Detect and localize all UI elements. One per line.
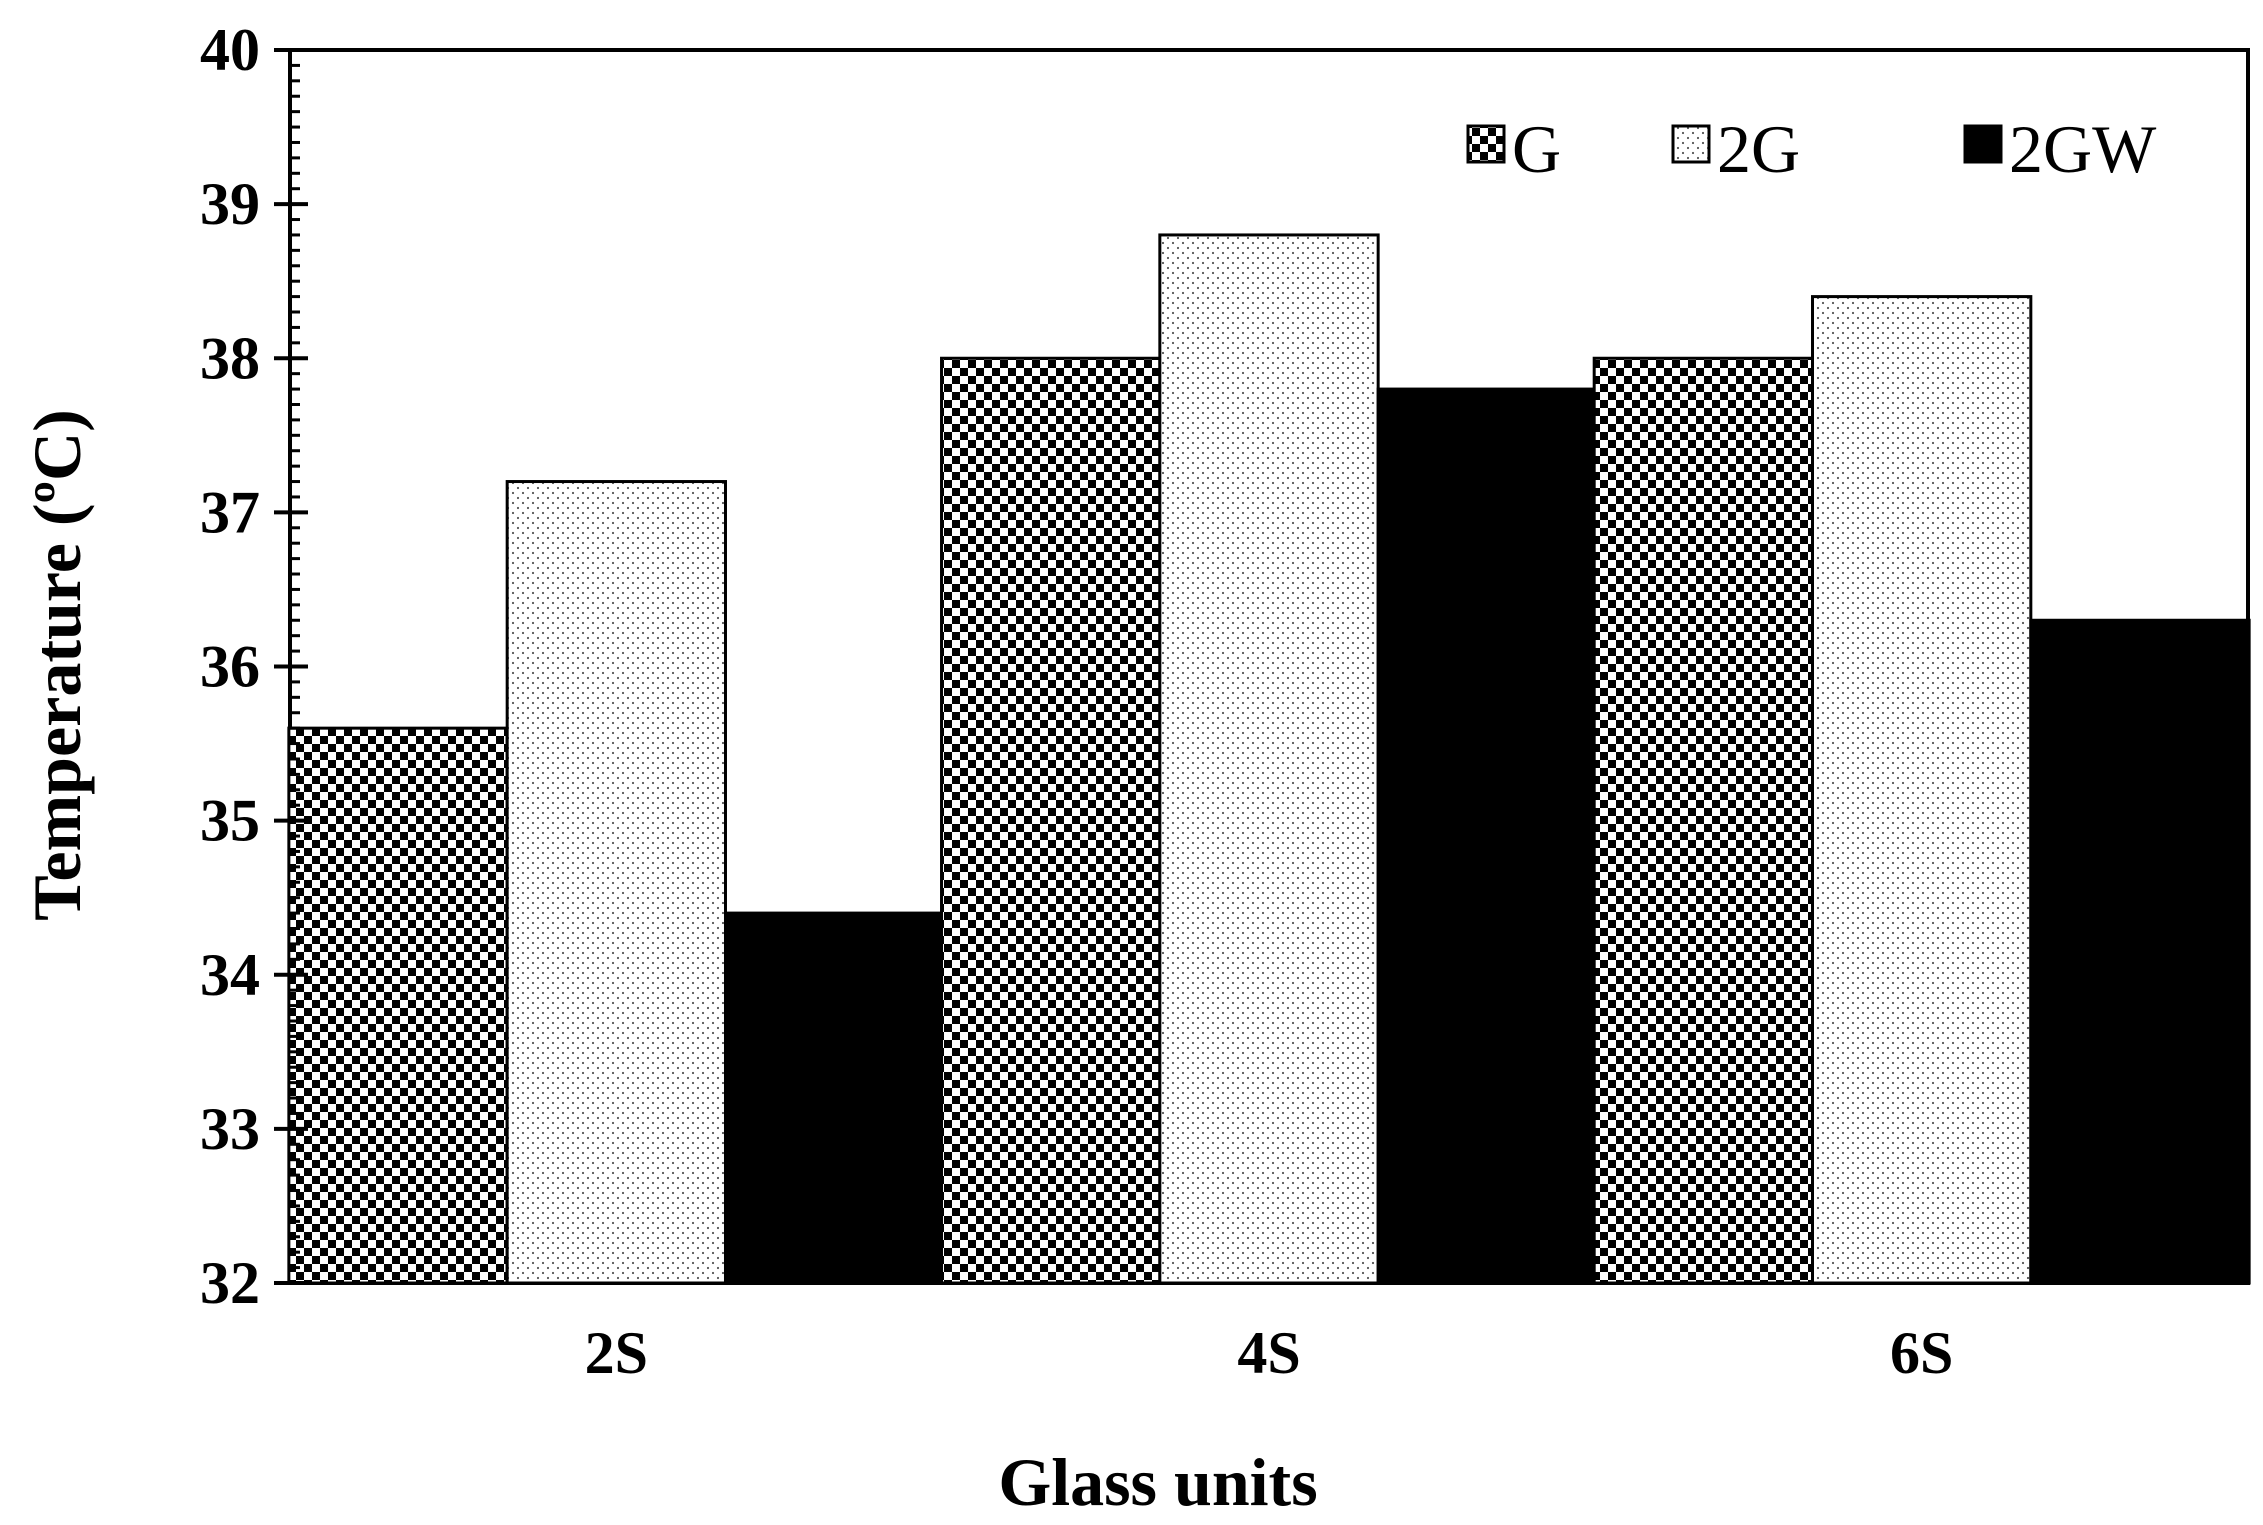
y-axis-title: Temperature (ºC) <box>19 409 95 921</box>
x-tick-label: 4S <box>1237 1320 1300 1386</box>
y-tick-label: 34 <box>200 942 260 1008</box>
bar-G-6S <box>1592 356 1815 1285</box>
x-tick-label: 2S <box>585 1320 648 1386</box>
y-tick-label: 39 <box>200 171 260 237</box>
legend-swatch-2G <box>1671 124 1711 164</box>
x-axis-title: Glass units <box>998 1444 1317 1520</box>
legend-swatch-2GW <box>1963 124 2003 164</box>
x-axis: 2S 4S 6S <box>585 1320 1954 1386</box>
y-tick-label: 32 <box>200 1250 260 1316</box>
bar-G-2S <box>287 726 509 1285</box>
x-tick-label: 6S <box>1890 1320 1953 1386</box>
legend-label-G: G <box>1512 111 1561 187</box>
y-tick-label: 35 <box>200 788 260 854</box>
bar-2G-4S <box>1158 233 1380 1285</box>
y-tick-label: 40 <box>200 17 260 83</box>
legend-label-2GW: 2GW <box>2009 111 2157 187</box>
y-tick-label: 36 <box>200 634 260 700</box>
bar-2G-6S <box>1811 295 2033 1285</box>
bar-2GW-4S <box>1376 387 1598 1285</box>
bar-2GW-6S <box>2029 618 2251 1285</box>
y-tick-label: 33 <box>200 1096 260 1162</box>
legend-label-2G: 2G <box>1717 111 1800 187</box>
bars-group <box>287 233 2251 1285</box>
legend: G 2G 2GW <box>1466 111 2157 187</box>
bar-2GW-2S <box>723 911 946 1285</box>
bar-G-4S <box>940 356 1162 1285</box>
y-axis: 32 33 34 35 36 37 38 39 40 <box>200 17 308 1316</box>
y-tick-label: 37 <box>200 479 260 545</box>
y-tick-label: 38 <box>200 325 260 391</box>
legend-swatch-G <box>1466 124 1506 164</box>
bar-2G-2S <box>505 480 727 1285</box>
